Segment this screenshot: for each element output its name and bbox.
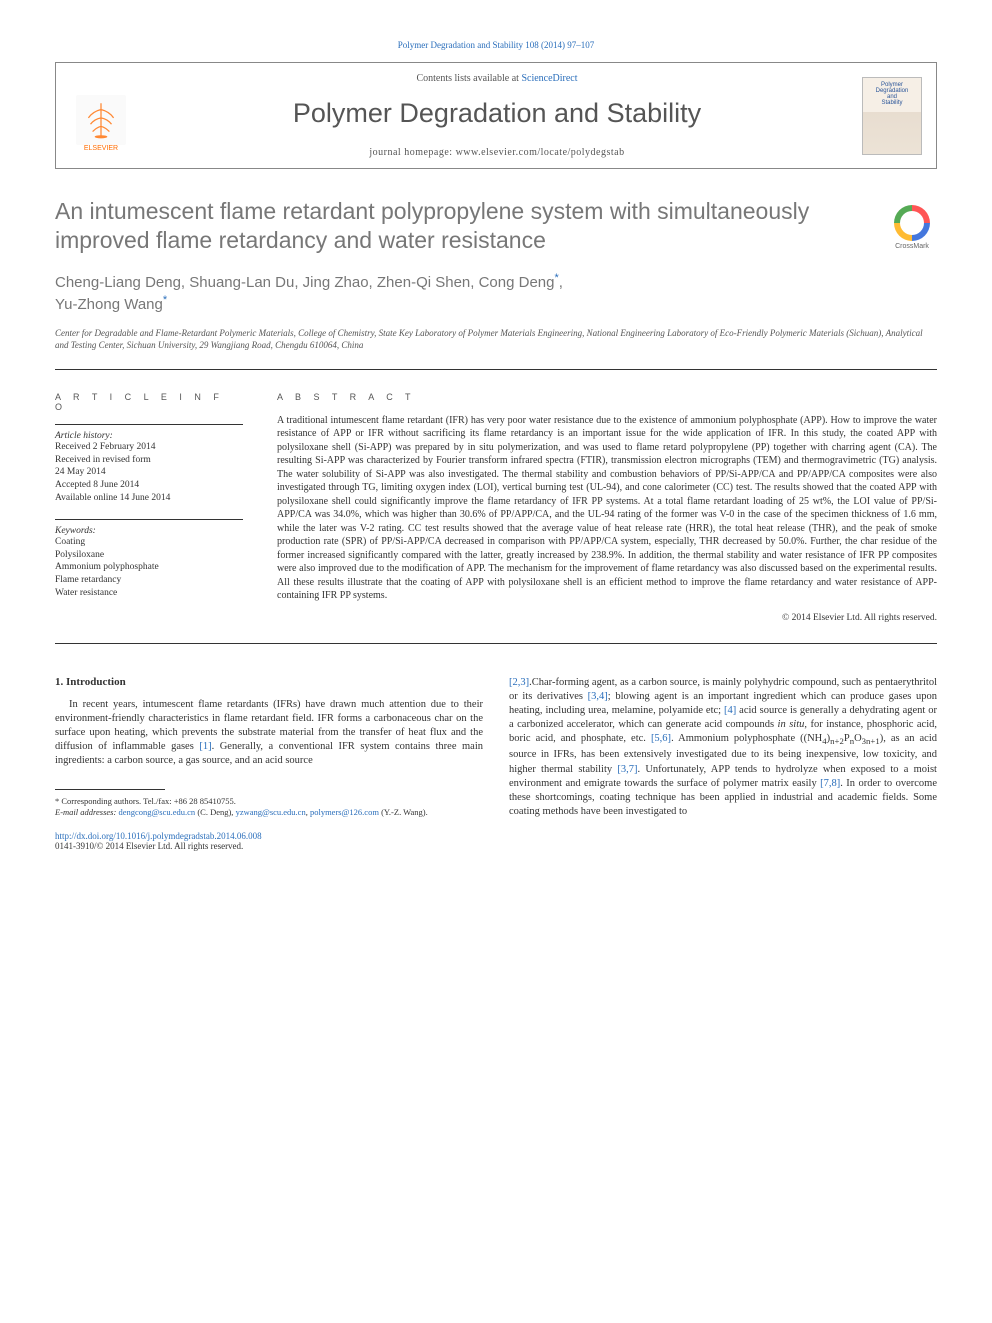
contents-line: Contents lists available at ScienceDirec… xyxy=(146,73,848,84)
ref-4[interactable]: [4] xyxy=(724,705,736,716)
article-header: CrossMark An intumescent flame retardant… xyxy=(55,197,937,370)
column-right: [2,3].Char-forming agent, as a carbon so… xyxy=(509,676,937,851)
ref-34[interactable]: [3,4] xyxy=(588,691,608,702)
keyword-2: Ammonium polyphosphate xyxy=(55,561,243,574)
abstract-col: A B S T R A C T A traditional intumescen… xyxy=(277,392,937,623)
email-3[interactable]: polymers@126.com xyxy=(310,807,379,817)
elsevier-label: ELSEVIER xyxy=(84,145,118,152)
ref-37[interactable]: [3,7] xyxy=(617,764,637,775)
ref-1[interactable]: [1] xyxy=(199,741,211,752)
sciencedirect-link[interactable]: ScienceDirect xyxy=(521,73,577,84)
journal-header-box: ELSEVIER Contents lists available at Sci… xyxy=(55,62,937,169)
email-1-name: (C. Deng), xyxy=(197,807,233,817)
col2-paragraph: [2,3].Char-forming agent, as a carbon so… xyxy=(509,676,937,819)
ref-23[interactable]: [2,3] xyxy=(509,677,529,688)
contents-prefix: Contents lists available at xyxy=(416,73,521,84)
affiliation: Center for Degradable and Flame-Retardan… xyxy=(55,327,937,370)
body-columns: 1. Introduction In recent years, intumes… xyxy=(55,676,937,851)
keyword-3: Flame retardancy xyxy=(55,574,243,587)
keyword-0: Coating xyxy=(55,536,243,549)
info-abstract-row: A R T I C L E I N F O Article history: R… xyxy=(55,392,937,644)
history-online: Available online 14 June 2014 xyxy=(55,492,243,505)
homepage-prefix: journal homepage: xyxy=(369,147,455,158)
author-list: Cheng-Liang Deng, Shuang-Lan Du, Jing Zh… xyxy=(55,271,937,315)
history-label: Article history: xyxy=(55,431,243,441)
journal-cover-thumb: Polymer Degradation and Stability xyxy=(862,77,922,155)
elsevier-tree-icon xyxy=(76,95,126,145)
keywords-label: Keywords: xyxy=(55,526,243,536)
ref-78[interactable]: [7,8] xyxy=(820,778,840,789)
email-2[interactable]: yzwang@scu.edu.cn xyxy=(236,807,306,817)
history-revised-1: Received in revised form xyxy=(55,454,243,467)
ref-56[interactable]: [5,6] xyxy=(651,733,671,744)
doi-block: http://dx.doi.org/10.1016/j.polymdegrads… xyxy=(55,831,483,851)
abstract-copyright: © 2014 Elsevier Ltd. All rights reserved… xyxy=(277,613,937,623)
email-sep: , xyxy=(306,807,308,817)
keywords-block: Keywords: Coating Polysiloxane Ammonium … xyxy=(55,519,243,600)
cover-line4: Stability xyxy=(881,100,902,106)
authors-line2: Yu-Zhong Wang xyxy=(55,296,163,313)
keyword-1: Polysiloxane xyxy=(55,549,243,562)
column-left: 1. Introduction In recent years, intumes… xyxy=(55,676,483,851)
article-title: An intumescent flame retardant polypropy… xyxy=(55,197,937,255)
history-received: Received 2 February 2014 xyxy=(55,441,243,454)
crossmark-icon xyxy=(894,205,930,241)
corresponding-authors: * Corresponding authors. Tel./fax: +86 2… xyxy=(55,796,483,807)
abstract-text: A traditional intumescent flame retardan… xyxy=(277,414,937,603)
history-accepted: Accepted 8 June 2014 xyxy=(55,479,243,492)
article-info-heading: A R T I C L E I N F O xyxy=(55,392,243,412)
section-1-heading: 1. Introduction xyxy=(55,676,483,688)
homepage-url[interactable]: www.elsevier.com/locate/polydegstab xyxy=(456,147,625,158)
history-revised-2: 24 May 2014 xyxy=(55,466,243,479)
elsevier-logo[interactable]: ELSEVIER xyxy=(70,80,132,152)
email-label: E-mail addresses: xyxy=(55,807,116,817)
col1-paragraph: In recent years, intumescent flame retar… xyxy=(55,698,483,769)
crossmark-label: CrossMark xyxy=(895,243,929,250)
footnote-separator xyxy=(55,789,165,790)
keyword-4: Water resistance xyxy=(55,587,243,600)
authors-line1: Cheng-Liang Deng, Shuang-Lan Du, Jing Zh… xyxy=(55,274,555,291)
article-info-col: A R T I C L E I N F O Article history: R… xyxy=(55,392,243,623)
journal-name: Polymer Degradation and Stability xyxy=(146,98,848,129)
email-3-name: (Y.-Z. Wang). xyxy=(381,807,428,817)
email-1[interactable]: dengcong@scu.edu.cn xyxy=(118,807,195,817)
journal-homepage: journal homepage: www.elsevier.com/locat… xyxy=(146,147,848,158)
footnote-block: * Corresponding authors. Tel./fax: +86 2… xyxy=(55,796,483,819)
abstract-heading: A B S T R A C T xyxy=(277,392,937,402)
corr-mark-2: * xyxy=(163,294,167,306)
doi-link[interactable]: http://dx.doi.org/10.1016/j.polymdegrads… xyxy=(55,831,483,841)
history-block: Article history: Received 2 February 201… xyxy=(55,424,243,505)
header-center: Contents lists available at ScienceDirec… xyxy=(146,73,848,158)
crossmark-badge[interactable]: CrossMark xyxy=(887,205,937,255)
issn-copyright: 0141-3910/© 2014 Elsevier Ltd. All right… xyxy=(55,841,483,851)
citation-line: Polymer Degradation and Stability 108 (2… xyxy=(55,40,937,50)
